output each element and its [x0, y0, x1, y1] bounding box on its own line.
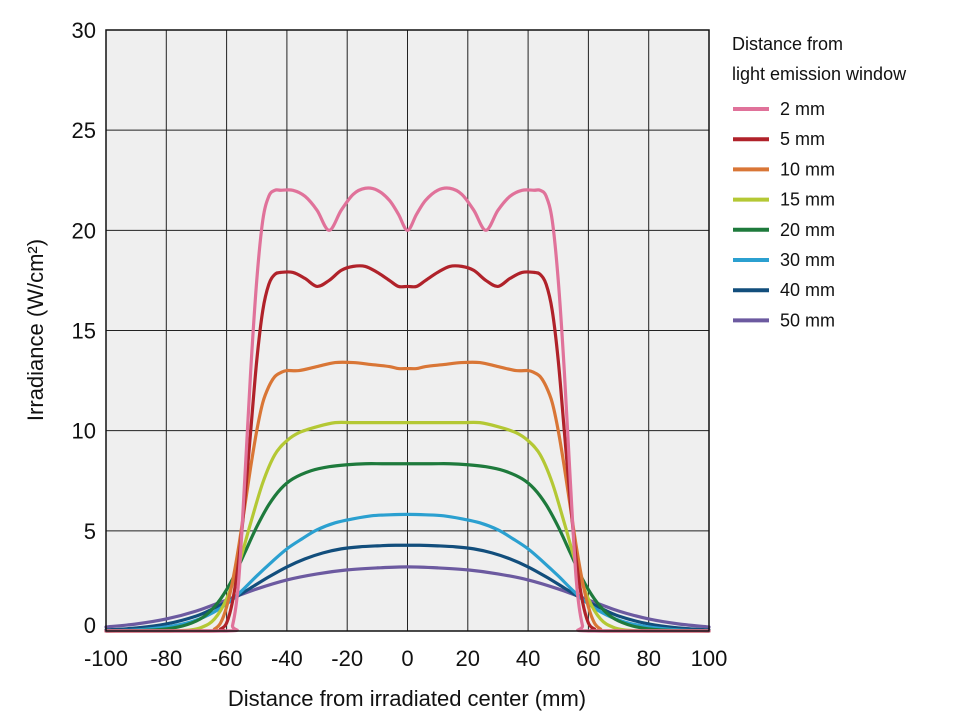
legend-title-line1: Distance from [732, 34, 843, 54]
y-tick-label: 5 [84, 519, 96, 544]
x-tick-label: -40 [271, 646, 303, 671]
legend-title-line2: light emission window [732, 64, 907, 84]
y-tick-label: 0 [84, 613, 96, 638]
legend-label: 2 mm [780, 99, 825, 119]
legend-label: 50 mm [780, 310, 835, 330]
x-tick-label: -60 [211, 646, 243, 671]
x-tick-label: 60 [576, 646, 600, 671]
series-line [104, 462, 711, 633]
x-tick-label: -100 [84, 646, 128, 671]
legend-label: 15 mm [780, 190, 835, 210]
legend-label: 10 mm [780, 159, 835, 179]
x-tick-label: 100 [691, 646, 728, 671]
x-tick-label: 40 [516, 646, 540, 671]
series-line [104, 186, 711, 633]
legend-label: 40 mm [780, 280, 835, 300]
legend-label: 30 mm [780, 250, 835, 270]
y-tick-label: 25 [72, 118, 96, 143]
legend-label: 5 mm [780, 129, 825, 149]
plot-area-frame [105, 29, 710, 632]
y-tick-label: 30 [72, 18, 96, 43]
legend: Distance from light emission window 2 mm… [732, 34, 907, 330]
y-tick-label: 10 [72, 419, 96, 444]
x-tick-label: -80 [150, 646, 182, 671]
x-tick-label: 0 [401, 646, 413, 671]
x-tick-label: -20 [331, 646, 363, 671]
x-tick-label: 80 [636, 646, 660, 671]
series-lines [104, 186, 711, 633]
y-tick-label: 15 [72, 319, 96, 344]
y-axis-ticks: 0 5 10 15 20 25 30 [72, 18, 96, 638]
x-axis-title: Distance from irradiated center (mm) [228, 686, 586, 711]
legend-items: 2 mm 5 mm 10 mm 15 mm 20 mm 30 mm 40 mm 50 mm [733, 99, 835, 330]
series-line [104, 264, 711, 633]
legend-label: 20 mm [780, 220, 835, 240]
x-tick-label: 20 [456, 646, 480, 671]
x-axis-ticks: -100 -80 -60 -40 -20 0 20 40 60 80 100 [84, 646, 727, 671]
series-line [104, 565, 711, 629]
y-tick-label: 20 [72, 218, 96, 243]
y-axis-title: Irradiance (W/cm²) [23, 239, 48, 421]
